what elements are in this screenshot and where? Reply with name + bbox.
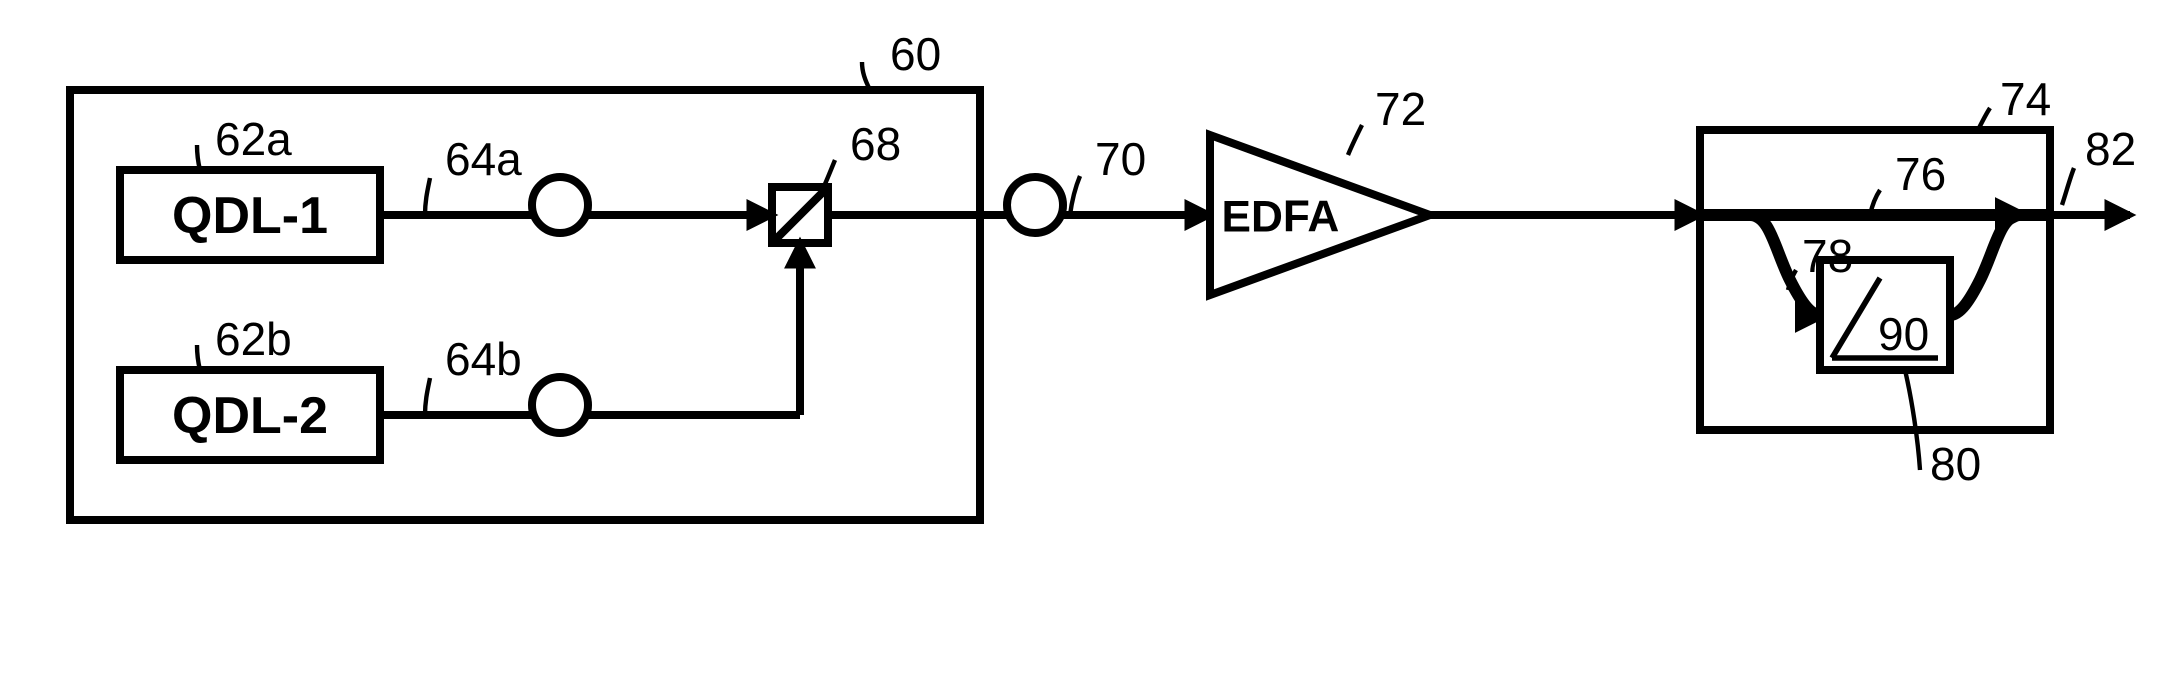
- lead-r70: [1070, 176, 1080, 215]
- lead-r72: [1348, 125, 1362, 155]
- lead-r62b: [197, 345, 200, 370]
- ref-r62b: 62b: [215, 313, 292, 365]
- lead-r64a: [425, 178, 430, 215]
- loop-icon-c2: [532, 377, 588, 433]
- ref-r64a: 64a: [445, 133, 522, 185]
- fiber-tap-up: [1950, 215, 2020, 315]
- ref-r80: 80: [1930, 438, 1981, 490]
- loop-icon-c3: [1007, 177, 1063, 233]
- ref-r60: 60: [890, 28, 941, 80]
- ref-r64b: 64b: [445, 333, 522, 385]
- qdl2-label: QDL-2: [172, 387, 328, 445]
- combiner-diagonal: [772, 187, 828, 243]
- ref-r68: 68: [850, 118, 901, 170]
- lead-r64b: [425, 378, 430, 415]
- lead-r62a: [197, 145, 200, 170]
- lead-r60: [862, 62, 870, 90]
- ref-r62a: 62a: [215, 113, 292, 165]
- ref-r78: 78: [1802, 230, 1853, 282]
- ref-r74: 74: [2000, 73, 2051, 125]
- loop-icon-c1: [532, 177, 588, 233]
- angle-90-label: 90: [1878, 308, 1929, 360]
- ref-r76: 76: [1895, 148, 1946, 200]
- group-box-60: [70, 90, 980, 520]
- lead-r80: [1905, 370, 1920, 470]
- ref-r70: 70: [1095, 133, 1146, 185]
- qdl1-label: QDL-1: [172, 187, 328, 245]
- amplifier-label: EDFA: [1221, 193, 1339, 242]
- ref-r82: 82: [2085, 123, 2136, 175]
- lead-r82: [2062, 168, 2074, 205]
- ref-r72: 72: [1375, 83, 1426, 135]
